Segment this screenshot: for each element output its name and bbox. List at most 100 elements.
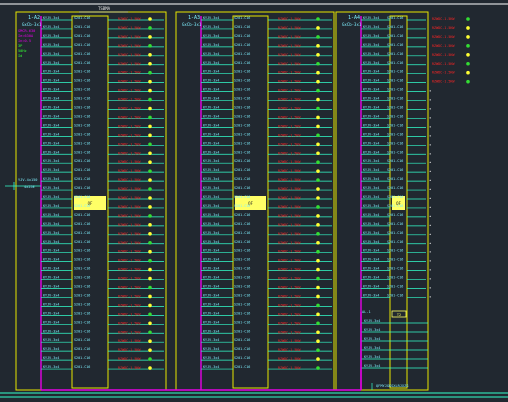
circuit-row: KYJV-3x4 S201-C16 RZWDC-1.5KW: [201, 320, 332, 325]
panel-device-column: [71, 15, 109, 389]
load-text: RZWDC-1.5KW: [118, 196, 141, 200]
circuit-code: KYJV-3x4: [203, 222, 219, 226]
circuit-code: KYJV-3x4: [363, 276, 379, 280]
circuit-code: KYJV-3x4: [363, 213, 379, 217]
circuit-row: KYJV-3x4 S201-C16 •: [361, 213, 431, 219]
device-code: S201-C16: [234, 79, 250, 83]
outgoing-tick: •: [429, 232, 431, 237]
load-text: RZWDC-1.5KW: [278, 205, 301, 209]
panel-rows: KYJV-3x4 S201-C16 RZWDC-1.5KW KYJV-3x4 S201-…: [41, 16, 164, 370]
indicator-lamp: [148, 169, 152, 173]
device-code: S201-C16: [74, 16, 90, 20]
device-code: S201-C16: [387, 43, 403, 47]
indicator-lamp: [148, 35, 152, 39]
load-text: RZWDC-1.5KW: [118, 89, 141, 93]
load-text: RZWDC-1.5KW: [278, 26, 301, 30]
device-code: S201-C16: [74, 338, 90, 342]
circuit-code: KYJV-3x4: [363, 240, 379, 244]
outgoing-tick: •: [429, 187, 431, 192]
circuit-code: KYJV-3x4: [363, 70, 379, 74]
device-code: S201-C16: [234, 132, 250, 136]
circuit-row: KYJV-3x4 S201-C16 RZWDC-1.5KW: [41, 258, 164, 263]
circuit-row: KYJV-3x4 S201-C16 •: [361, 114, 431, 120]
feeder-label: AL-1: [362, 310, 371, 314]
device-code: S201-C16: [74, 285, 90, 289]
indicator-lamp: [316, 240, 320, 245]
device-code: S201-C16: [387, 168, 403, 172]
circuit-code: KYJV-3x4: [203, 25, 219, 29]
circuit-code: KYJV-3x4: [363, 88, 379, 92]
circuit-code: KYJV-3x4: [43, 150, 59, 154]
circuit-code: KYJV-3x4: [203, 123, 219, 127]
device-code: S201-C16: [234, 168, 250, 172]
device-code: S201-C16: [234, 222, 250, 226]
device-code: S201-C16: [234, 285, 250, 289]
circuit-row: KYJV-3x4 S201-C16 RZWDC-1.5KW: [41, 114, 164, 119]
load-text: RZWDC-1.5KW: [278, 115, 301, 119]
load-text: RZWDC-1.5KW: [118, 223, 141, 227]
circuit-row: KYJV-3x4 S201-C16 RZWDC-1.5KW: [201, 70, 332, 75]
indicator-lamp: [316, 187, 320, 191]
device-code: S201-C16: [387, 16, 403, 20]
load-text: RZWDC-1.5KW: [118, 241, 141, 245]
circuit-code: KYJV-3x4: [203, 16, 219, 20]
indicator-lamp: [148, 321, 152, 326]
device-code: S201-C16: [74, 240, 90, 244]
circuit-code: KYJV-3x4: [363, 25, 379, 29]
indicator-lamp: [316, 17, 320, 21]
indicator-lamp: [316, 133, 320, 138]
circuit-code: KYJV-3x4: [43, 123, 59, 127]
circuit-code: KYJV-3x4: [203, 320, 219, 324]
device-code: S201-C16: [234, 16, 250, 20]
circuit-row: KYJV-3x4 S201-C16 RZWDC-1.5KW: [41, 79, 164, 84]
indicator-lamp: [316, 348, 320, 352]
circuit-code: KYJV-3x4: [363, 114, 379, 118]
circuit-code: KYJV-3x4: [203, 329, 219, 333]
circuit-code: KYJV-3x4: [203, 141, 219, 145]
indicator-lamp: [316, 303, 320, 308]
indicator-lamp: [148, 61, 152, 66]
circuit-row: KYJV-3x4 S201-C16 RZWDC-1.5KW: [201, 293, 332, 298]
load-text: RZWDC-1.5KW: [118, 357, 141, 361]
circuit-code: KYJV-3x4: [203, 293, 219, 297]
circuit-row: KYJV-3x4 S201-C16 RZWDC-1.5KW: [41, 16, 164, 21]
indicator-lamp: [148, 205, 152, 209]
load-text: RZWDC-1.5KW: [278, 151, 301, 155]
circuit-code: KYJV-3x4: [363, 267, 379, 271]
circuit-row: KYJV-3x4 S201-C16 RZWDC-1.5KW: [201, 123, 332, 128]
indicator-lamp: [466, 44, 470, 48]
load-text: RZWDC-1.5KW: [278, 44, 301, 48]
load-text: RZWDC-1.5KW: [278, 71, 301, 75]
device-code: S201-C16: [74, 123, 90, 127]
lower-outgoing-code: KYJV-3x4: [364, 319, 380, 323]
circuit-code: KYJV-3x4: [363, 97, 379, 101]
outgoing-tick: •: [429, 241, 431, 246]
panel-spec-line: In=0.5: [18, 39, 31, 43]
device-code: S201-C16: [387, 25, 403, 29]
circuit-code: KYJV-3x4: [43, 177, 59, 181]
load-text: RZWDC-1.5KW: [118, 142, 141, 146]
outgoing-tick: •: [429, 268, 431, 273]
circuit-row: KYJV-3x4 S201-C16 RZWDC-1.5KW: [361, 43, 470, 48]
device-code: S201-C16: [387, 222, 403, 226]
indicator-lamp: [316, 357, 320, 361]
load-text: RZWDC-1.5KW: [278, 232, 301, 236]
circuit-code: KYJV-3x4: [363, 195, 379, 199]
indicator-lamp: [466, 35, 470, 39]
lower-outgoing-code: KYJV-3x4: [364, 355, 380, 359]
device-code: S201-C16: [234, 338, 250, 342]
load-text: RZWDC-1.5KW: [278, 312, 301, 316]
load-text: RZWDC-1.5KW: [278, 348, 301, 352]
circuit-row: KYJV-3x4 S201-C16 •: [361, 231, 431, 237]
circuit-code: KYJV-3x4: [363, 106, 379, 110]
circuit-row: KYJV-3x4 S201-C16 RZWDC-1.5KW: [41, 97, 164, 102]
circuit-row: KYJV-3x4 S201-C16 RZWDC-1.5KW: [41, 293, 164, 298]
panel-subtitle: GxCb-3x1: [342, 22, 362, 27]
circuit-row: KYJV-3x4 S201-C16 •: [361, 132, 431, 138]
panel-device-column: [232, 15, 269, 389]
device-code: S201-C16: [234, 240, 250, 244]
circuit-code: KYJV-3x4: [363, 141, 379, 145]
device-code: S201-C16: [234, 177, 250, 181]
load-text: RZWDC-1.5KW: [278, 214, 301, 218]
